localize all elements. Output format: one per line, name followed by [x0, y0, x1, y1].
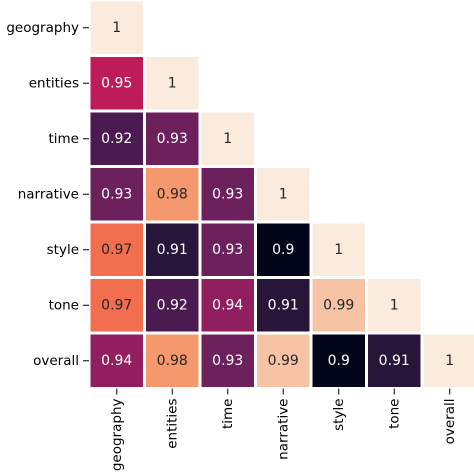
cell-time-time	[201, 112, 254, 165]
cell-geography-geography	[90, 1, 143, 54]
cell-value-narrative-narrative: 1	[279, 186, 288, 202]
cell-value-narrative-entities: 0.98	[157, 186, 188, 202]
cell-value-tone-time: 0.94	[212, 297, 243, 313]
cell-style-narrative	[257, 223, 310, 276]
column-labels: geography entities time narrative style tone o…	[109, 388, 458, 472]
col-label-entities: entities	[164, 399, 180, 449]
col-label-geography: geography	[109, 399, 125, 472]
cell-value-overall-entities: 0.98	[157, 353, 188, 369]
cell-overall-overall	[423, 334, 474, 387]
cell-narrative-narrative	[257, 168, 310, 221]
cell-overall-tone	[368, 334, 421, 387]
cell-value-time-entities: 0.93	[157, 131, 188, 147]
cell-value-narrative-time: 0.93	[212, 186, 243, 202]
row-label-entities: entities	[29, 75, 79, 91]
cell-narrative-time	[201, 168, 254, 221]
cell-style-entities	[146, 223, 199, 276]
row-labels: geography entities time narrative style tone o…	[6, 20, 89, 369]
cell-value-tone-tone: 1	[390, 297, 399, 313]
cell-value-overall-tone: 0.91	[379, 353, 410, 369]
row-label-tone: tone	[49, 297, 79, 313]
cell-time-geography	[90, 112, 143, 165]
cell-value-geography-geography: 1	[112, 20, 121, 36]
cell-tone-time	[201, 279, 254, 332]
cell-value-style-entities: 0.91	[157, 242, 188, 258]
cell-overall-time	[201, 334, 254, 387]
cell-tone-entities	[146, 279, 199, 332]
cell-style-time	[201, 223, 254, 276]
cell-value-narrative-geography: 0.93	[101, 186, 132, 202]
cell-entities-entities	[146, 57, 199, 110]
cell-value-tone-style: 0.99	[323, 297, 354, 313]
cell-style-style	[312, 223, 365, 276]
cell-value-entities-geography: 0.95	[101, 75, 132, 91]
cell-value-overall-style: 0.9	[328, 353, 350, 369]
heatmap-cells: 10.95 10.92 0.93 10.93 0.98 0.93 10.97 0.91 0.93…	[90, 1, 474, 387]
cell-value-style-narrative: 0.9	[272, 242, 294, 258]
cell-style-geography	[90, 223, 143, 276]
col-label-tone: tone	[386, 399, 402, 429]
cell-tone-geography	[90, 279, 143, 332]
cell-value-tone-geography: 0.97	[101, 297, 132, 313]
cell-overall-entities	[146, 334, 199, 387]
cell-value-style-geography: 0.97	[101, 242, 132, 258]
row-label-time: time	[48, 131, 79, 147]
col-label-overall: overall	[442, 399, 458, 445]
row-label-style: style	[47, 242, 79, 258]
cell-overall-style	[312, 334, 365, 387]
cell-narrative-entities	[146, 168, 199, 221]
cell-value-overall-narrative: 0.99	[268, 353, 299, 369]
cell-tone-narrative	[257, 279, 310, 332]
col-label-time: time	[220, 399, 236, 430]
row-label-overall: overall	[33, 353, 79, 369]
col-label-style: style	[331, 399, 347, 431]
cell-value-tone-narrative: 0.91	[268, 297, 299, 313]
cell-value-tone-entities: 0.92	[157, 297, 188, 313]
cell-value-overall-time: 0.93	[212, 353, 243, 369]
cell-time-entities	[146, 112, 199, 165]
cell-entities-geography	[90, 57, 143, 110]
cell-value-style-style: 1	[334, 242, 343, 258]
cell-tone-tone	[368, 279, 421, 332]
cell-value-overall-geography: 0.94	[101, 353, 132, 369]
cell-value-time-time: 1	[223, 131, 232, 147]
cell-value-entities-entities: 1	[168, 75, 177, 91]
cell-overall-geography	[90, 334, 143, 387]
cell-overall-narrative	[257, 334, 310, 387]
cell-tone-style	[312, 279, 365, 332]
col-label-narrative: narrative	[275, 399, 291, 460]
cell-narrative-geography	[90, 168, 143, 221]
row-label-narrative: narrative	[18, 186, 79, 202]
cell-value-overall-overall: 1	[445, 353, 454, 369]
cell-value-style-time: 0.93	[212, 242, 243, 258]
row-label-geography: geography	[6, 20, 79, 36]
cell-value-time-geography: 0.92	[101, 131, 132, 147]
